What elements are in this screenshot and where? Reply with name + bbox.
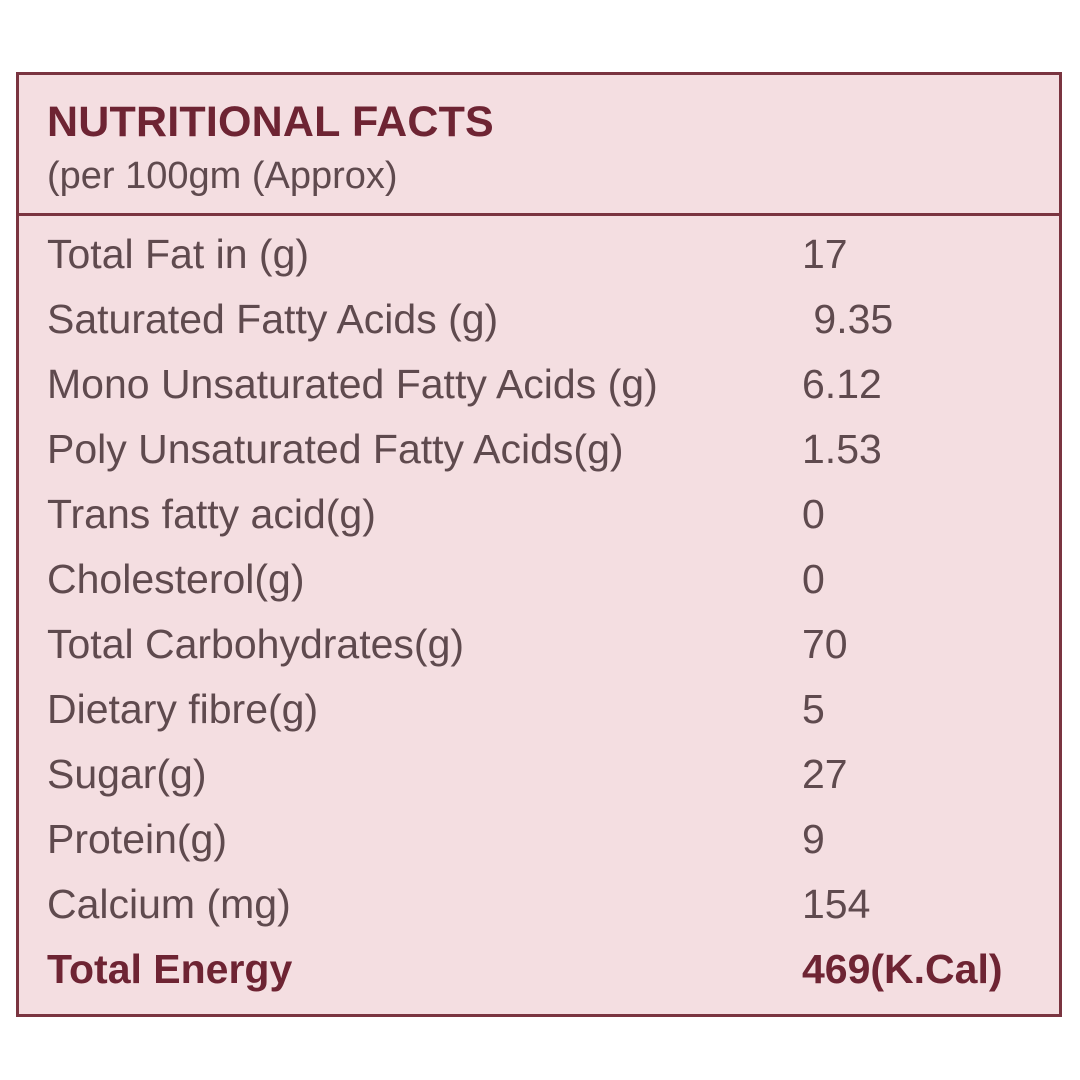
nutrient-label: Trans fatty acid(g) bbox=[47, 491, 376, 537]
nutrient-value: 17 bbox=[802, 231, 848, 277]
nutrient-label: Protein(g) bbox=[47, 816, 228, 862]
nutrient-row-total-fat: Total Fat in (g) 17 bbox=[47, 224, 1059, 284]
nutrient-value: 154 bbox=[802, 881, 871, 927]
nutrient-row-dietary-fibre: Dietary fibre(g) 5 bbox=[47, 679, 1059, 739]
nutrient-label: Mono Unsaturated Fatty Acids (g) bbox=[47, 361, 658, 407]
nutrient-label: Poly Unsaturated Fatty Acids(g) bbox=[47, 426, 624, 472]
nutrient-value: 0 bbox=[802, 556, 825, 602]
nutrient-value: 6.12 bbox=[802, 361, 882, 407]
nutrient-row-poly-unsaturated-fatty-acids: Poly Unsaturated Fatty Acids(g) 1.53 bbox=[47, 419, 1059, 479]
nutrient-value: 0 bbox=[802, 491, 825, 537]
nutrient-row-calcium: Calcium (mg) 154 bbox=[47, 874, 1059, 934]
nutrient-row-saturated-fatty-acids: Saturated Fatty Acids (g) 9.35 bbox=[47, 289, 1059, 349]
total-energy-label: Total Energy bbox=[47, 946, 293, 992]
nutrient-value: 27 bbox=[802, 751, 848, 797]
nutrient-value: 5 bbox=[802, 686, 825, 732]
nutrient-label: Cholesterol(g) bbox=[47, 556, 305, 602]
nutrient-value: 9.35 bbox=[802, 296, 894, 342]
nutrient-row-total-carbohydrates: Total Carbohydrates(g) 70 bbox=[47, 614, 1059, 674]
nutrient-row-sugar: Sugar(g) 27 bbox=[47, 744, 1059, 804]
nutrient-row-protein: Protein(g) 9 bbox=[47, 809, 1059, 869]
total-energy-value: 469(K.Cal) bbox=[802, 946, 1003, 992]
nutrient-row-trans-fatty-acid: Trans fatty acid(g) 0 bbox=[47, 484, 1059, 544]
nutrient-label: Dietary fibre(g) bbox=[47, 686, 319, 732]
nutrition-facts-panel: NUTRITIONAL FACTS (per 100gm (Approx) To… bbox=[16, 72, 1062, 1017]
nutrient-row-total-energy: Total Energy 469(K.Cal) bbox=[47, 939, 1059, 999]
nutrient-value: 1.53 bbox=[802, 426, 882, 472]
nutrient-label: Calcium (mg) bbox=[47, 881, 291, 927]
nutrient-row-mono-unsaturated-fatty-acids: Mono Unsaturated Fatty Acids (g) 6.12 bbox=[47, 354, 1059, 414]
nutrient-value: 9 bbox=[802, 816, 825, 862]
nutrient-value: 70 bbox=[802, 621, 848, 667]
nutrient-label: Saturated Fatty Acids (g) bbox=[47, 296, 499, 342]
nutrition-title: NUTRITIONAL FACTS bbox=[47, 98, 494, 146]
nutrient-label: Total Carbohydrates(g) bbox=[47, 621, 465, 667]
nutrient-row-cholesterol: Cholesterol(g) 0 bbox=[47, 549, 1059, 609]
nutrient-label: Total Fat in (g) bbox=[47, 231, 310, 277]
nutrient-label: Sugar(g) bbox=[47, 751, 207, 797]
nutrition-subtitle: (per 100gm (Approx) bbox=[47, 155, 398, 197]
nutrition-header: NUTRITIONAL FACTS (per 100gm (Approx) bbox=[19, 75, 1059, 216]
